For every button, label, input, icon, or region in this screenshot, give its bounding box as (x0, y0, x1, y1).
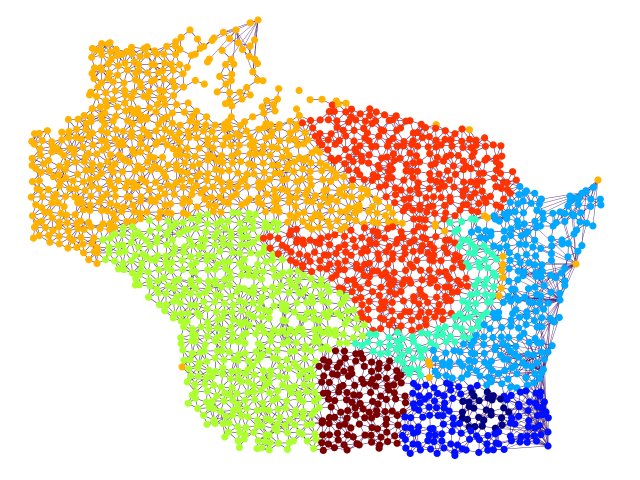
partitioned-graph-figure (27, 16, 605, 460)
